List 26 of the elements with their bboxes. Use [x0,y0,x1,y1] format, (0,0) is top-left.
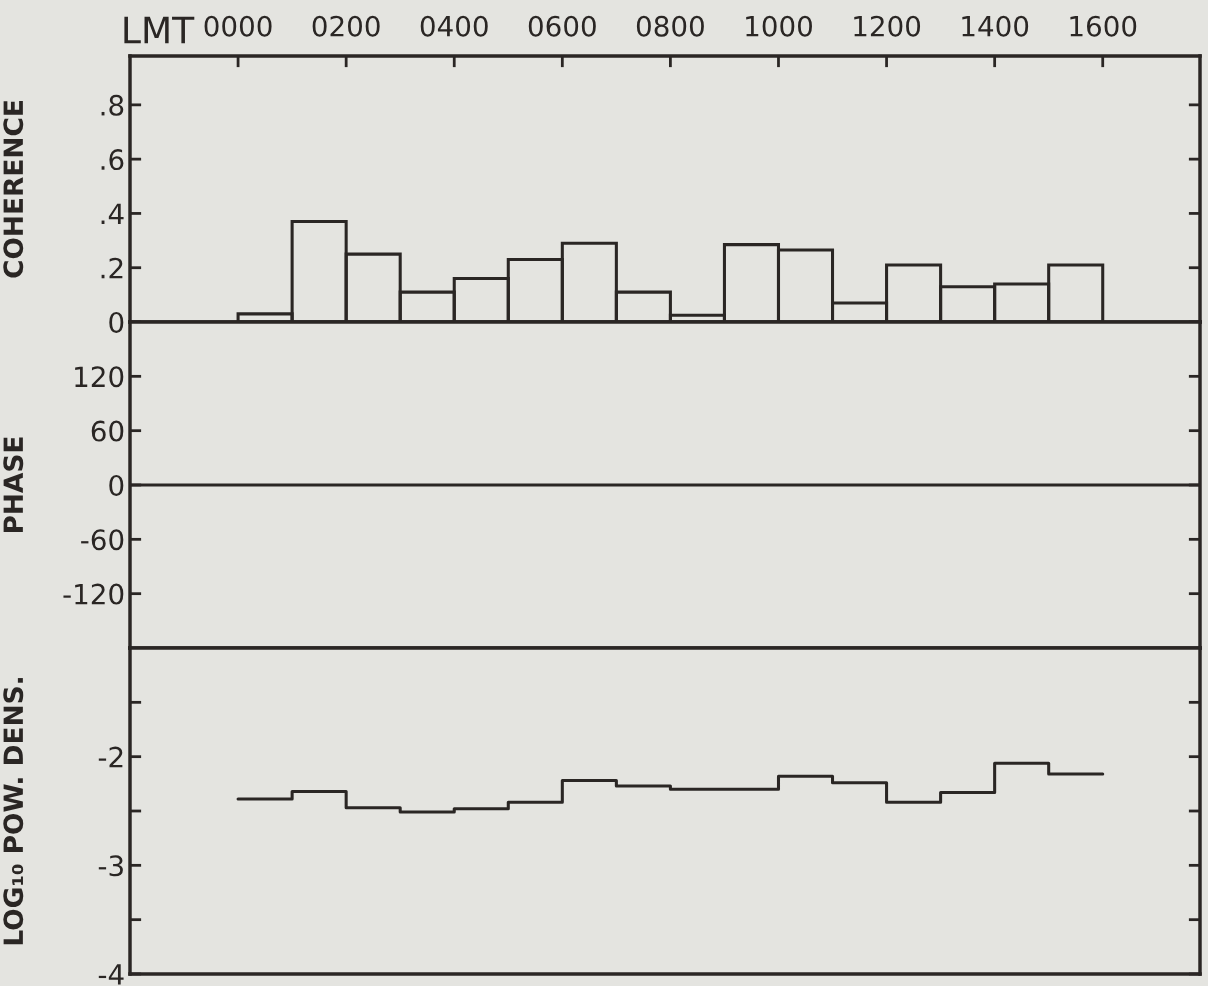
y-tick-label: .8 [101,94,124,116]
y-tick-label: -2 [98,746,123,768]
x-axis-title: LMT [124,16,195,44]
y-tick-label: -4 [98,964,124,985]
x-tick-label: 0000 [204,15,272,37]
x-tick-label: 1200 [854,15,921,37]
y-axis-title: LOG₁₀ POW. DENS. [3,678,24,945]
y-axis-title: PHASE [3,437,24,533]
y-tick-label: 0 [109,311,124,333]
y-tick-label: .6 [101,149,124,171]
x-tick-label: 0800 [636,15,704,37]
x-tick-label: 0200 [312,15,380,37]
y-tick-label: -120 [63,583,124,605]
x-tick-label: 0600 [528,15,596,37]
y-tick-label: 0 [109,474,124,496]
y-tick-label: 60 [91,420,124,442]
x-tick-label: 1400 [962,15,1029,37]
y-tick-label: -60 [81,529,124,551]
x-tick-label: 1600 [1070,15,1137,37]
y-tick-label: 120 [75,366,124,388]
y-tick-label: -3 [98,855,123,877]
x-tick-label: 0400 [420,15,488,37]
y-axis-title: COHERENCE [3,101,24,278]
y-tick-label: .2 [101,257,123,279]
x-tick-label: 1000 [746,15,812,37]
y-tick-label: .4 [101,203,124,224]
